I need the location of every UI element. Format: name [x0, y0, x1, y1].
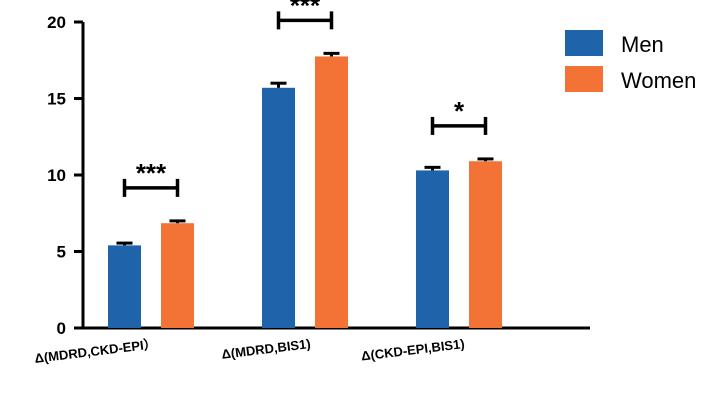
- bar-men: [108, 245, 141, 328]
- legend: Men Women: [565, 30, 696, 93]
- y-tick-label: 20: [47, 13, 66, 32]
- x-category-label: Δ(MDRD,BIS1): [221, 336, 312, 362]
- bars: [108, 56, 502, 329]
- x-category-label: Δ(MDRD,CKD-EPI）: [34, 336, 158, 366]
- significance-label: ***: [290, 0, 321, 20]
- legend-label-women: Women: [621, 68, 696, 93]
- significance-label: ***: [136, 158, 167, 188]
- bar-men: [416, 170, 449, 328]
- legend-label-men: Men: [621, 32, 664, 57]
- significance-annotations: *******: [122, 0, 488, 197]
- bar-men: [262, 87, 295, 328]
- bar-women: [161, 223, 194, 328]
- y-tick-label: 0: [57, 319, 66, 338]
- bar-women: [469, 161, 502, 328]
- y-tick-label: 10: [47, 166, 66, 185]
- legend-swatch-men: [565, 30, 603, 56]
- significance-label: *: [454, 96, 465, 126]
- legend-swatch-women: [565, 66, 603, 92]
- x-category-label: Δ(CKD-EPI,BIS1): [360, 336, 465, 364]
- y-tick-label: 5: [57, 243, 66, 262]
- bar-women: [315, 56, 348, 329]
- y-tick-label: 15: [47, 90, 66, 109]
- error-bars: [116, 51, 494, 246]
